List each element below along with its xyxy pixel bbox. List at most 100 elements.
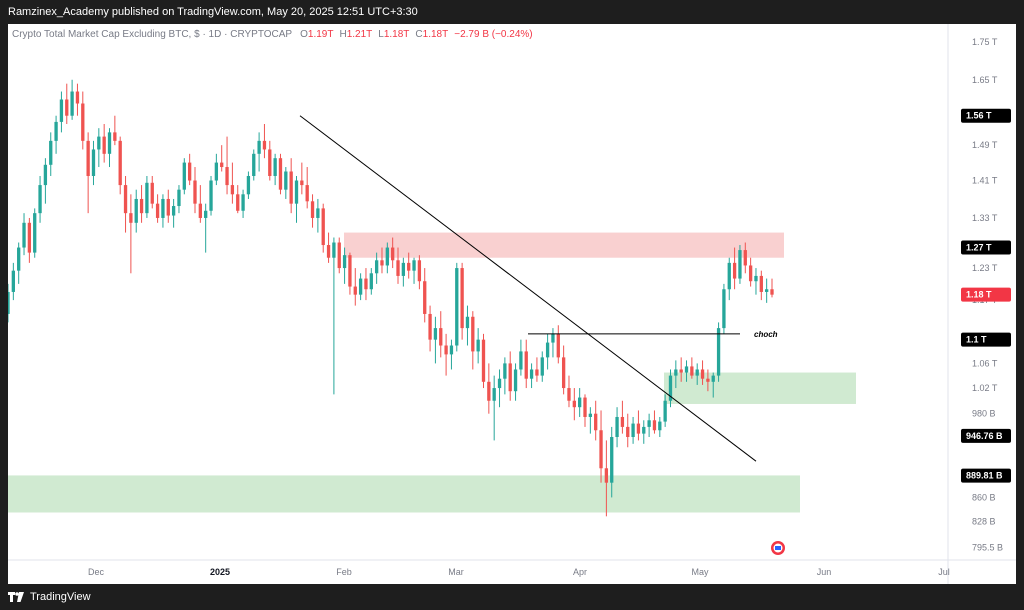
candle-body <box>439 328 443 346</box>
candle <box>417 255 422 290</box>
candle <box>326 232 331 263</box>
candle <box>86 132 90 214</box>
footer-brand: TradingView <box>30 591 91 603</box>
price-chart[interactable]: 1.75 T1.65 T1.49 T1.41 T1.33 T1.23 T1.17… <box>6 24 1016 584</box>
candle <box>706 369 710 392</box>
candle-body <box>513 369 518 392</box>
candle <box>668 369 673 408</box>
candle-body <box>342 255 347 269</box>
candle <box>241 189 245 218</box>
candle <box>524 339 528 389</box>
candle-body <box>433 328 438 340</box>
candle-body <box>695 369 699 376</box>
candle-body <box>556 333 560 358</box>
candle <box>503 357 507 395</box>
candle <box>535 357 539 382</box>
candle-body <box>476 339 480 352</box>
candle-body <box>241 194 245 211</box>
candle <box>257 132 261 172</box>
candle-body <box>455 268 459 346</box>
candle-body <box>503 363 507 379</box>
legend-low-label: L <box>378 29 384 40</box>
x-tick-label: Mar <box>448 567 464 577</box>
candle-body <box>230 185 235 195</box>
candle-body <box>193 180 197 204</box>
chart-area[interactable]: 1.75 T1.65 T1.49 T1.41 T1.33 T1.23 T1.17… <box>6 24 1016 584</box>
candle <box>636 410 641 441</box>
candle-body <box>289 171 293 204</box>
candle <box>230 162 235 204</box>
candle-body <box>631 423 635 438</box>
candle-body <box>423 281 427 314</box>
candle <box>187 153 192 186</box>
candle <box>75 83 80 116</box>
candle <box>391 237 395 269</box>
candle-body <box>647 420 651 427</box>
candle-body <box>588 413 593 417</box>
candle-body <box>449 345 454 355</box>
candle <box>455 262 459 352</box>
candle-body <box>545 342 550 358</box>
candle <box>294 175 299 223</box>
candle <box>150 175 154 209</box>
candle-body <box>225 167 229 186</box>
candle-body <box>481 339 486 382</box>
candle <box>97 128 101 168</box>
candle-body <box>663 400 667 422</box>
flag-icon[interactable] <box>771 541 785 555</box>
candle-body <box>284 171 288 190</box>
candle-body <box>65 99 69 116</box>
tradingview-logo-icon <box>8 592 24 602</box>
candle-body <box>305 185 309 202</box>
candle-body <box>567 388 571 401</box>
candle <box>385 242 389 274</box>
candle <box>599 410 603 483</box>
candle <box>487 363 491 414</box>
candle-body <box>300 180 304 186</box>
candle <box>684 360 689 382</box>
candle-body <box>690 366 694 376</box>
candle <box>123 175 128 233</box>
candle <box>353 268 357 306</box>
candle <box>27 217 32 263</box>
candle <box>273 153 277 186</box>
candle-body <box>652 420 657 431</box>
candle-body <box>594 413 598 431</box>
candle-body <box>27 222 32 253</box>
candle-body <box>738 250 742 279</box>
candle <box>449 339 454 370</box>
candle <box>716 322 721 382</box>
candle-body <box>551 333 555 343</box>
candle <box>620 400 625 434</box>
candle <box>171 198 176 228</box>
candle-body <box>22 222 26 248</box>
candle-body <box>268 149 272 176</box>
candle <box>529 363 534 389</box>
candle-body <box>252 153 256 176</box>
candle <box>508 351 512 401</box>
y-tick-label: 1.33 T <box>972 213 998 223</box>
candle-body <box>220 162 224 168</box>
candle-body <box>337 242 341 269</box>
candle <box>578 388 582 417</box>
candle-body <box>246 175 251 195</box>
price-badge-label: 1.18 T <box>966 290 992 300</box>
candle <box>765 278 769 303</box>
candle <box>374 252 379 284</box>
candle <box>412 257 416 284</box>
x-tick-label: May <box>691 567 709 577</box>
candle <box>610 426 614 498</box>
candle <box>102 123 106 163</box>
candle <box>364 268 368 301</box>
candle <box>310 194 315 228</box>
candle <box>155 194 160 223</box>
x-tick-label: Jul <box>938 567 950 577</box>
candle <box>561 345 566 395</box>
candle-body <box>599 430 603 469</box>
candle-body <box>428 313 432 340</box>
candle-body <box>444 345 448 355</box>
candle <box>711 372 715 398</box>
candle <box>54 115 58 154</box>
candle-body <box>59 99 64 122</box>
